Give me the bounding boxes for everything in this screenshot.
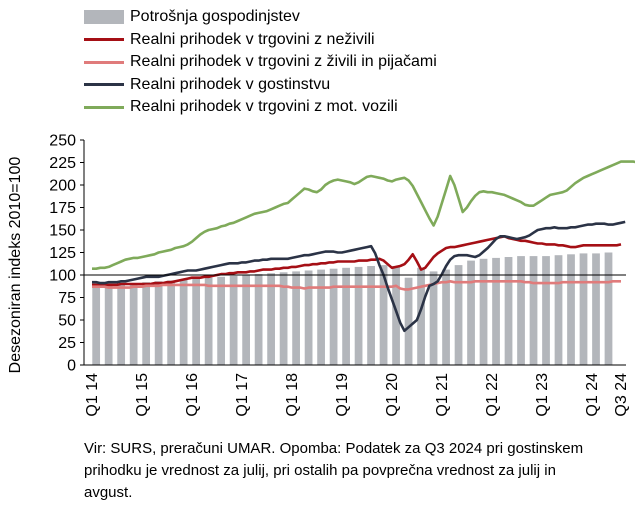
consumption-bar <box>554 255 563 365</box>
x-tick-label: Q1 15 <box>134 373 151 417</box>
legend-item-motor-vehicles: Realni prihodek v trgovini z mot. vozili <box>84 96 437 119</box>
consumption-bar <box>279 272 288 365</box>
x-tick-label: Q1 24 <box>584 373 601 417</box>
consumption-bar <box>379 265 388 365</box>
consumption-bar <box>542 256 550 365</box>
consumption-bar <box>267 273 275 365</box>
consumption-bar <box>192 278 201 365</box>
consumption-bar <box>204 277 213 365</box>
consumption-bar <box>317 269 325 365</box>
consumption-bar <box>254 274 263 365</box>
consumption-bar <box>167 280 176 365</box>
consumption-bar <box>604 252 613 365</box>
legend-item-food: Realni prihodek v trgovini z živili in p… <box>84 51 437 74</box>
y-tick-label: 200 <box>49 178 76 195</box>
consumption-bar <box>579 253 588 365</box>
consumption-bar <box>517 256 525 365</box>
consumption-bar <box>529 256 538 365</box>
x-tick-label: Q1 17 <box>234 373 251 417</box>
consumption-bar <box>142 282 151 365</box>
consumption-bar <box>404 277 413 365</box>
x-tick-label: Q1 23 <box>534 373 551 417</box>
legend-line-hospitality <box>84 83 124 87</box>
consumption-bar <box>342 267 350 365</box>
consumption-bar <box>154 281 163 365</box>
consumption-bar <box>492 257 500 365</box>
consumption-bar <box>392 266 400 365</box>
consumption-bar <box>329 268 338 365</box>
consumption-bar <box>442 269 450 365</box>
y-axis-label: Desezoniran indeks 2010=100 <box>7 156 24 374</box>
x-tick-label: Q1 18 <box>284 373 301 417</box>
consumption-bar <box>417 267 425 365</box>
consumption-bars <box>92 252 613 365</box>
legend-label-food: Realni prihodek v trgovini z živili in p… <box>130 53 437 71</box>
series-lines <box>92 160 635 333</box>
series-line-0 <box>92 235 622 287</box>
consumption-bar <box>354 266 363 365</box>
legend-item-nonfood: Realni prihodek v trgovini z neživili <box>84 29 437 52</box>
y-tick-label: 100 <box>49 268 76 285</box>
x-tick-label: Q1 21 <box>434 373 451 417</box>
x-tick-label: Q3 24 <box>613 373 630 417</box>
y-tick-label: 225 <box>49 155 76 172</box>
consumption-bar <box>117 283 126 365</box>
y-tick-label: 0 <box>67 358 76 375</box>
consumption-bar <box>567 254 575 365</box>
x-tick-label: Q1 19 <box>334 373 351 417</box>
consumption-bar <box>429 271 438 365</box>
series-line-3 <box>92 160 635 271</box>
legend-label-motor-vehicles: Realni prihodek v trgovini z mot. vozili <box>130 98 398 116</box>
x-tick-label: Q1 22 <box>484 373 501 417</box>
legend-label-hospitality: Realni prihodek v gostinstvu <box>130 75 331 93</box>
legend-item-consumption: Potrošnja gospodinjstev <box>84 6 437 29</box>
y-tick-label: 75 <box>58 290 76 307</box>
x-tick-label: Q1 16 <box>184 373 201 417</box>
legend: Potrošnja gospodinjstev Realni prihodek … <box>84 6 437 119</box>
legend-line-motor-vehicles <box>84 105 124 109</box>
y-tick-label: 150 <box>49 223 76 240</box>
consumption-bar <box>504 257 513 365</box>
series-line-2 <box>92 220 626 333</box>
legend-line-nonfood <box>84 38 124 42</box>
consumption-bar <box>179 279 188 365</box>
consumption-bar <box>304 270 313 365</box>
series-line-1 <box>92 279 621 291</box>
consumption-bar <box>454 265 463 365</box>
legend-swatch-consumption <box>84 10 124 25</box>
consumption-bar <box>217 276 225 365</box>
y-tick-label: 50 <box>58 313 76 330</box>
x-tick-label: Q1 14 <box>84 373 101 417</box>
consumption-bar <box>467 260 475 365</box>
consumption-bar <box>242 275 250 365</box>
consumption-bar <box>129 283 138 365</box>
y-tick-label: 125 <box>49 245 76 262</box>
y-tick-label: 175 <box>49 200 76 217</box>
consumption-bar <box>367 266 375 365</box>
legend-line-food <box>84 60 124 64</box>
y-tick-label: 250 <box>49 133 76 150</box>
axes: 0 25 50 75 100 125 150 175 200 225 250 Q1 14 Q1 15 Q1… <box>49 133 630 417</box>
source-note: Vir: SURS, preračuni UMAR. Opomba: Podat… <box>84 440 584 501</box>
x-tick-label: Q1 20 <box>384 373 401 417</box>
consumption-bar <box>92 284 101 365</box>
consumption-bar <box>104 284 113 365</box>
consumption-bar <box>229 275 238 365</box>
consumption-bar <box>479 258 488 365</box>
consumption-bar <box>592 253 600 365</box>
y-tick-label: 25 <box>58 335 76 352</box>
legend-item-hospitality: Realni prihodek v gostinstvu <box>84 74 437 97</box>
legend-label-nonfood: Realni prihodek v trgovini z neživili <box>130 30 375 48</box>
legend-label-consumption: Potrošnja gospodinjstev <box>130 8 300 26</box>
consumption-bar <box>292 271 300 365</box>
